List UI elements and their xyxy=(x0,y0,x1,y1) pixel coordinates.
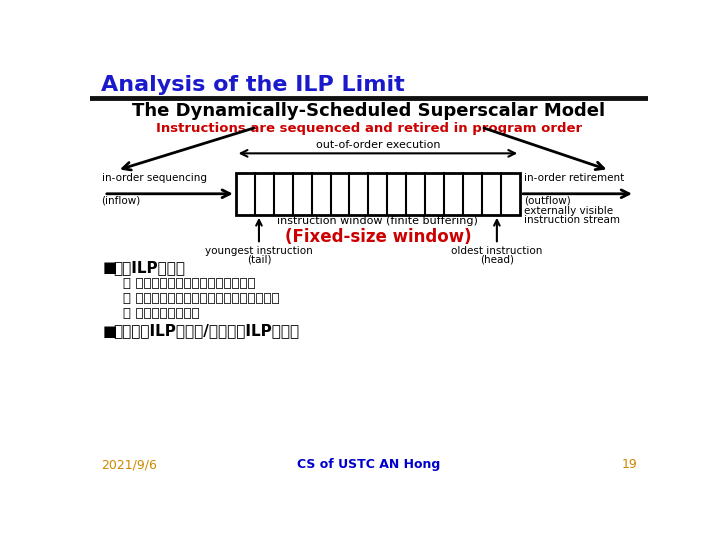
Text: externally visible: externally visible xyxy=(524,206,613,216)
Text: Instructions are sequenced and retired in program order: Instructions are sequenced and retired i… xyxy=(156,122,582,135)
Text: (head): (head) xyxy=(480,255,514,265)
Text: in-order retirement: in-order retirement xyxy=(524,173,624,183)
Text: － 确定和最小化该窗口中指令间的数据依赖: － 确定和最小化该窗口中指令间的数据依赖 xyxy=(122,292,279,305)
Text: 19: 19 xyxy=(621,458,637,471)
Text: － 调度指令并行执行: － 调度指令并行执行 xyxy=(122,307,199,320)
Text: instruction window (finite buffering): instruction window (finite buffering) xyxy=(277,217,478,226)
Text: oldest instruction: oldest instruction xyxy=(451,246,543,256)
Text: The Dynamically-Scheduled Superscalar Model: The Dynamically-Scheduled Superscalar Mo… xyxy=(132,102,606,120)
Bar xyxy=(235,173,520,215)
Text: (outflow): (outflow) xyxy=(524,195,571,205)
Text: youngest instruction: youngest instruction xyxy=(205,246,312,256)
Text: 2021/9/6: 2021/9/6 xyxy=(101,458,157,471)
Text: 软件抽取ILP的方法/硬件抽取ILP的方法: 软件抽取ILP的方法/硬件抽取ILP的方法 xyxy=(113,323,300,339)
Text: CS of USTC AN Hong: CS of USTC AN Hong xyxy=(297,458,441,471)
Text: (Fixed-size window): (Fixed-size window) xyxy=(284,228,471,246)
Text: ■: ■ xyxy=(102,260,117,275)
Text: 抽取ILP的方法: 抽取ILP的方法 xyxy=(113,260,185,275)
Text: (tail): (tail) xyxy=(247,255,271,265)
Text: － 建立一个指令窗口，确定控制依赖: － 建立一个指令窗口，确定控制依赖 xyxy=(122,278,255,291)
Text: Analysis of the ILP Limit: Analysis of the ILP Limit xyxy=(101,75,405,95)
Text: in-order sequencing: in-order sequencing xyxy=(102,173,207,183)
Text: ■: ■ xyxy=(102,323,117,339)
Text: out-of-order execution: out-of-order execution xyxy=(315,140,440,150)
Text: instruction stream: instruction stream xyxy=(524,215,620,225)
Text: (inflow): (inflow) xyxy=(102,195,141,205)
